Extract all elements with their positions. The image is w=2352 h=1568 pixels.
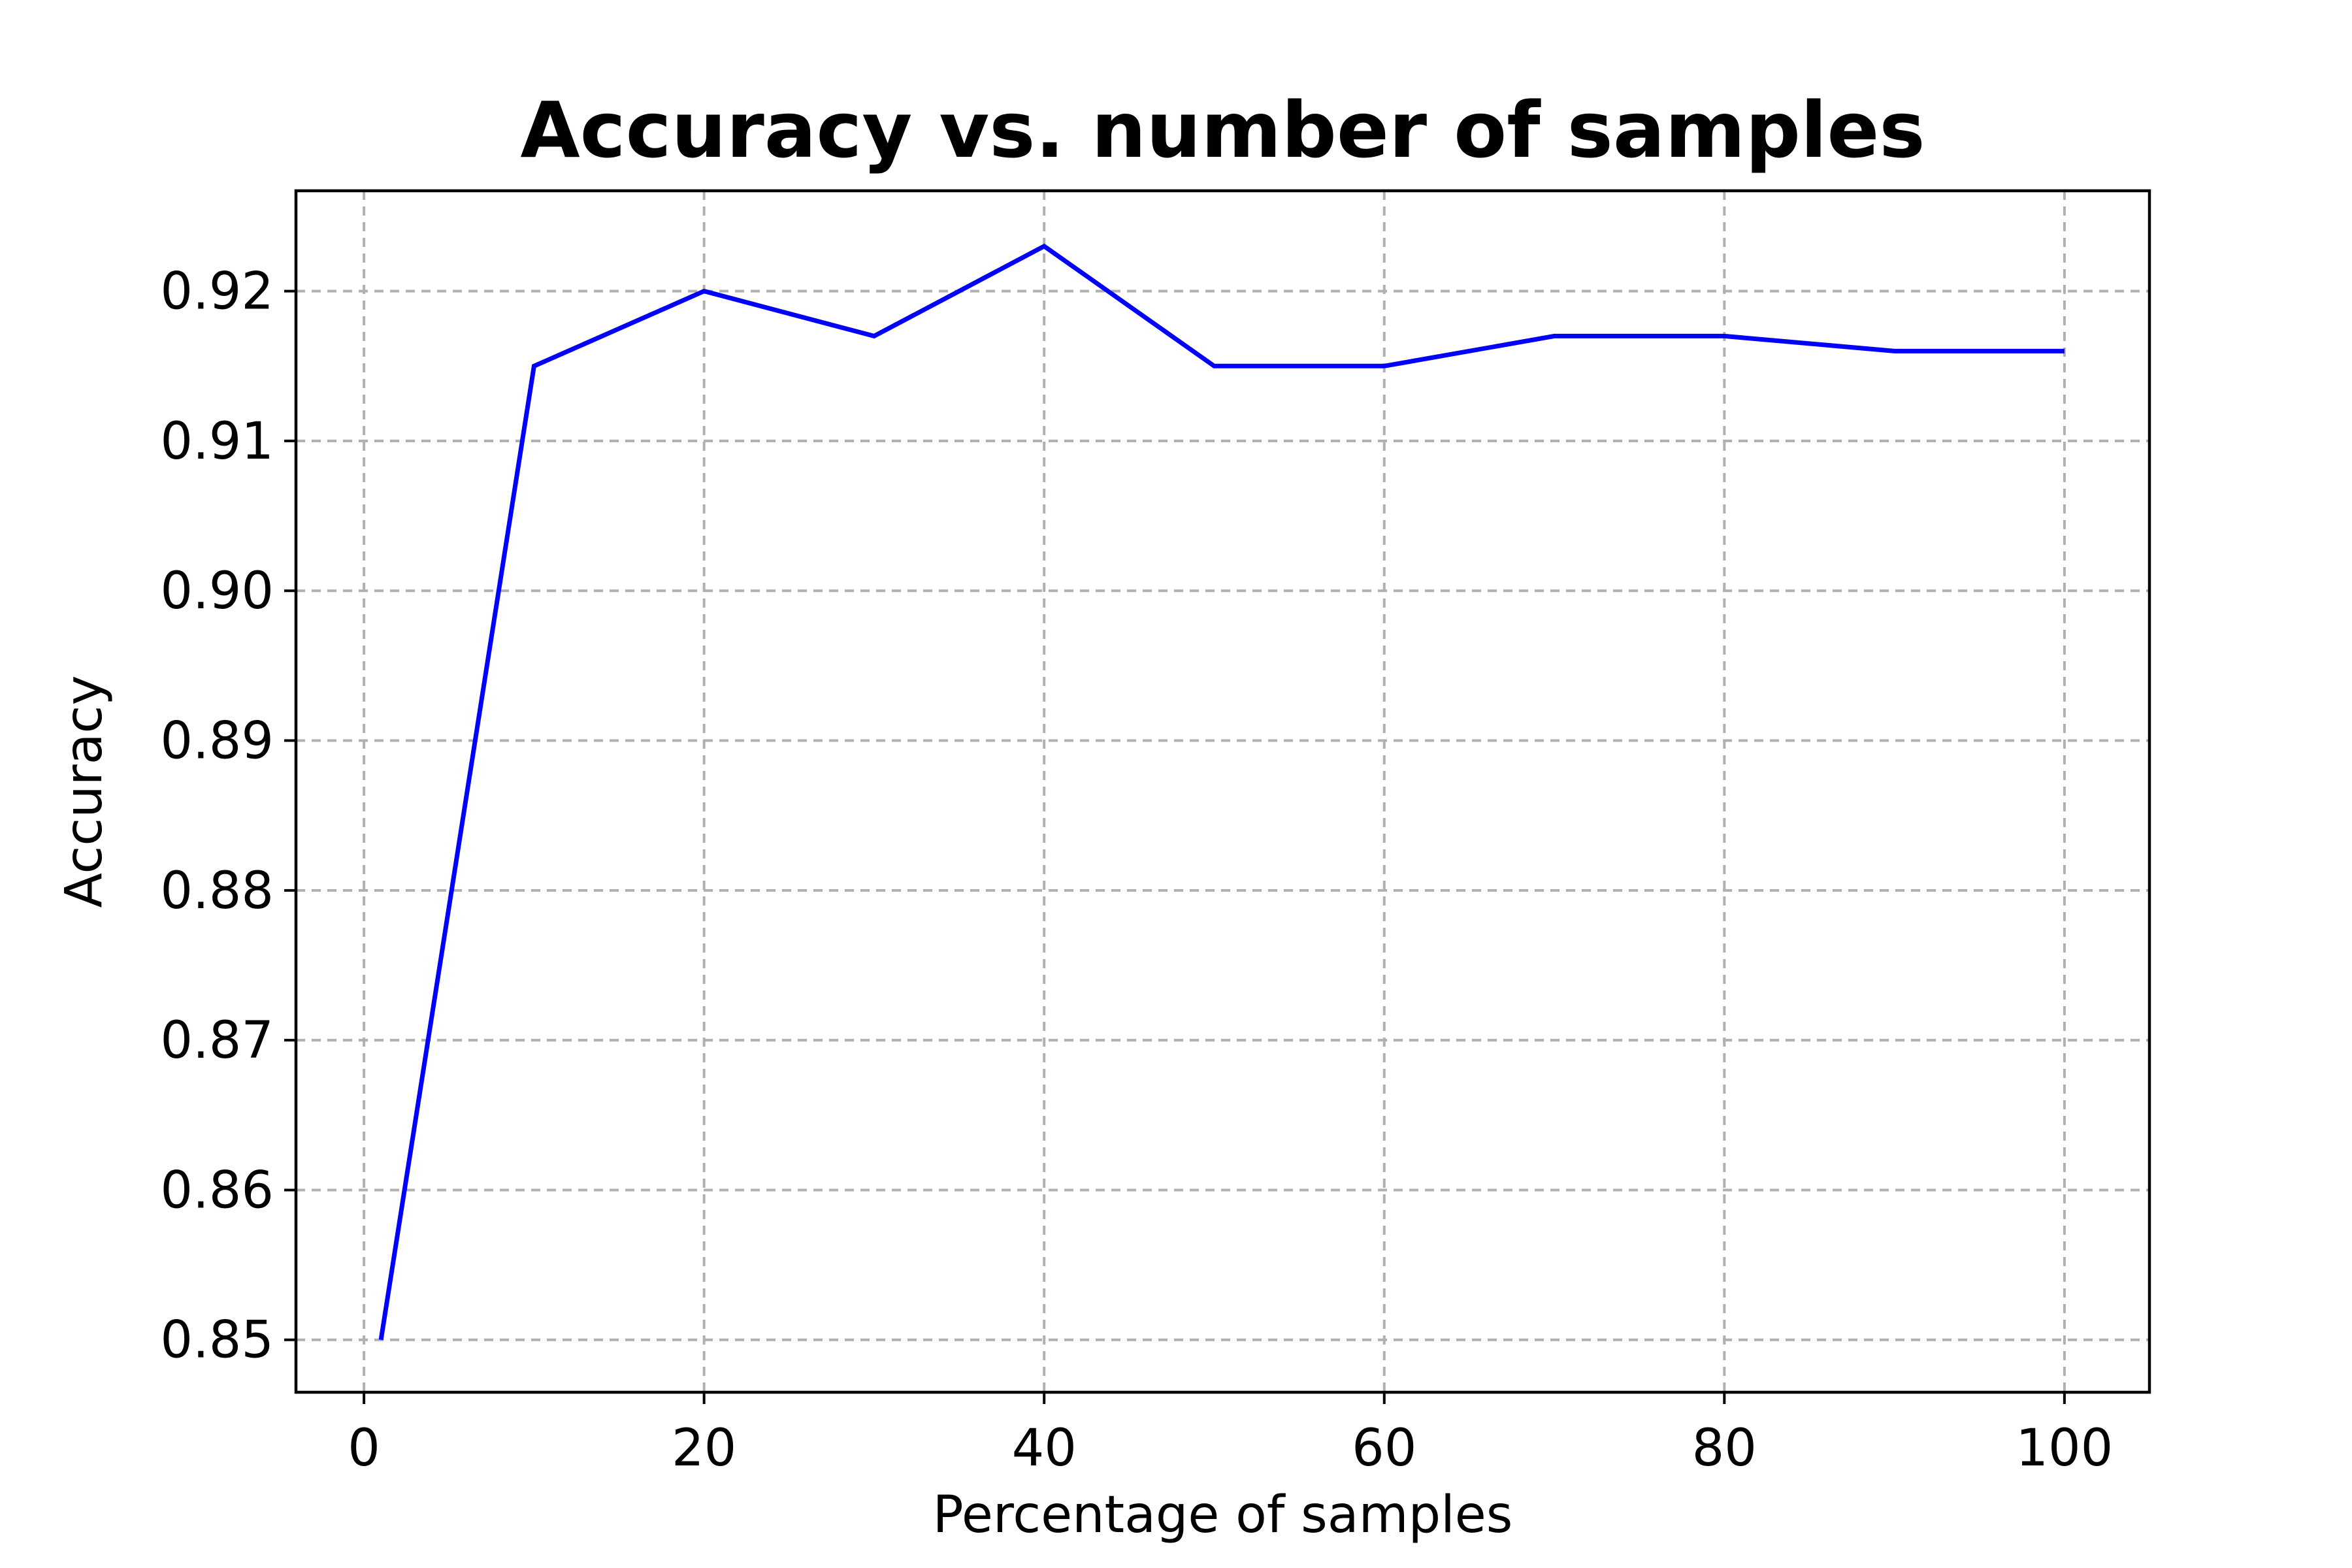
chart-title: Accuracy vs. number of samples xyxy=(520,85,1925,175)
accuracy-series-line xyxy=(378,243,2065,1341)
y-tick-label: 0.90 xyxy=(160,562,274,621)
y-tick-label: 0.85 xyxy=(160,1311,274,1370)
y-tick-label: 0.92 xyxy=(160,263,274,321)
ticks: 0 20 40 60 80 100 0.85 0.86 0.87 0.88 0.89 0.90 0.91… xyxy=(160,263,2113,1478)
x-tick-label: 60 xyxy=(1352,1419,1416,1478)
plot-frame xyxy=(294,189,2151,1394)
x-tick-label: 40 xyxy=(1012,1419,1077,1478)
x-tick-label: 20 xyxy=(672,1419,736,1478)
y-tick-label: 0.89 xyxy=(160,712,274,771)
x-tick-label: 0 xyxy=(348,1419,380,1478)
x-axis-label: Percentage of samples xyxy=(933,1486,1513,1544)
y-tick-label: 0.91 xyxy=(160,412,274,471)
series-layer xyxy=(378,243,2065,1341)
x-tick-label: 80 xyxy=(1692,1419,1757,1478)
y-axis-label: Accuracy xyxy=(55,675,114,907)
x-tick-label: 100 xyxy=(2016,1419,2113,1478)
y-tick-label: 0.88 xyxy=(160,862,274,921)
y-tick-label: 0.87 xyxy=(160,1011,274,1070)
y-tick-label: 0.86 xyxy=(160,1161,274,1220)
grid xyxy=(296,191,2149,1392)
